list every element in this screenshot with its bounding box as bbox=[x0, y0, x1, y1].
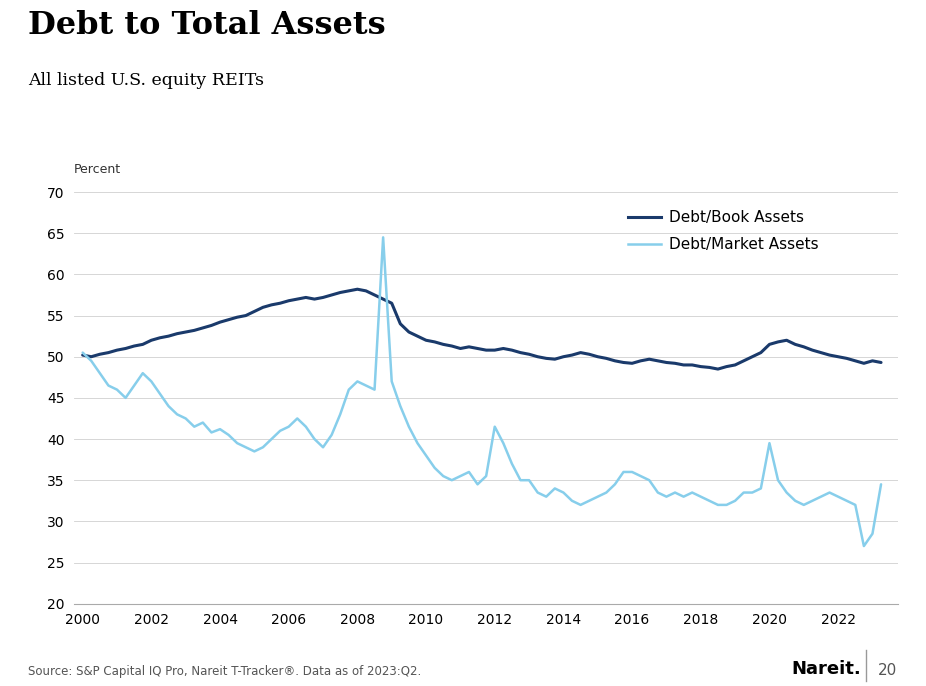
Line: Debt/Market Assets: Debt/Market Assets bbox=[82, 237, 881, 546]
Debt/Book Assets bbox=[283, 296, 294, 305]
Debt/Market Assets bbox=[394, 402, 406, 410]
Text: Debt to Total Assets: Debt to Total Assets bbox=[28, 10, 385, 41]
Legend: Debt/Book Assets, Debt/Market Assets: Debt/Book Assets, Debt/Market Assets bbox=[621, 204, 825, 259]
Debt/Book Assets bbox=[686, 361, 697, 369]
Debt/Market Assets bbox=[875, 480, 886, 488]
Text: Percent: Percent bbox=[74, 163, 121, 176]
Debt/Market Assets bbox=[77, 348, 88, 357]
Debt/Book Assets bbox=[394, 320, 406, 328]
Debt/Book Assets bbox=[77, 351, 88, 359]
Debt/Book Assets bbox=[875, 358, 886, 366]
Debt/Book Assets bbox=[215, 318, 226, 327]
Debt/Market Assets bbox=[283, 423, 294, 431]
Debt/Market Assets bbox=[215, 425, 226, 434]
Text: 20: 20 bbox=[878, 663, 897, 678]
Debt/Market Assets bbox=[567, 497, 578, 505]
Debt/Book Assets bbox=[567, 351, 578, 359]
Debt/Book Assets bbox=[420, 336, 432, 344]
Debt/Book Assets bbox=[712, 365, 723, 373]
Debt/Market Assets bbox=[686, 488, 697, 497]
Text: Nareit.: Nareit. bbox=[792, 660, 861, 678]
Debt/Market Assets bbox=[378, 233, 389, 241]
Line: Debt/Book Assets: Debt/Book Assets bbox=[82, 289, 881, 369]
Text: Source: S&P Capital IQ Pro, Nareit T-Tracker®. Data as of 2023:Q2.: Source: S&P Capital IQ Pro, Nareit T-Tra… bbox=[28, 665, 421, 678]
Text: All listed U.S. equity REITs: All listed U.S. equity REITs bbox=[28, 72, 264, 89]
Debt/Market Assets bbox=[420, 451, 432, 460]
Debt/Market Assets bbox=[858, 542, 870, 550]
Debt/Book Assets bbox=[352, 285, 363, 294]
